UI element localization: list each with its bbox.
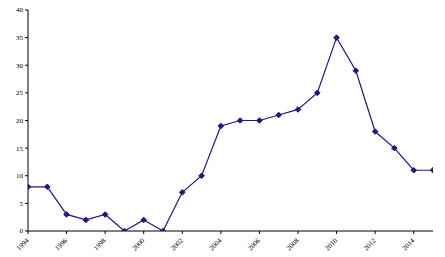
svg-text:0: 0 — [20, 227, 24, 235]
svg-text:2002: 2002 — [169, 237, 185, 253]
svg-text:2004: 2004 — [208, 237, 224, 253]
svg-text:2006: 2006 — [246, 237, 262, 253]
svg-text:1996: 1996 — [54, 237, 70, 253]
svg-text:40: 40 — [16, 6, 24, 14]
svg-text:2008: 2008 — [285, 237, 301, 253]
svg-text:15: 15 — [16, 145, 24, 153]
svg-text:2000: 2000 — [131, 237, 147, 253]
svg-text:25: 25 — [16, 89, 24, 97]
svg-text:35: 35 — [16, 34, 24, 42]
svg-text:5: 5 — [20, 200, 24, 208]
svg-text:1994: 1994 — [15, 237, 31, 253]
svg-text:1998: 1998 — [92, 237, 108, 253]
svg-text:30: 30 — [16, 62, 24, 70]
svg-text:2010: 2010 — [324, 237, 340, 253]
svg-text:20: 20 — [16, 117, 24, 125]
svg-text:2014: 2014 — [401, 237, 417, 253]
svg-text:2012: 2012 — [362, 237, 378, 253]
svg-text:10: 10 — [16, 172, 24, 180]
